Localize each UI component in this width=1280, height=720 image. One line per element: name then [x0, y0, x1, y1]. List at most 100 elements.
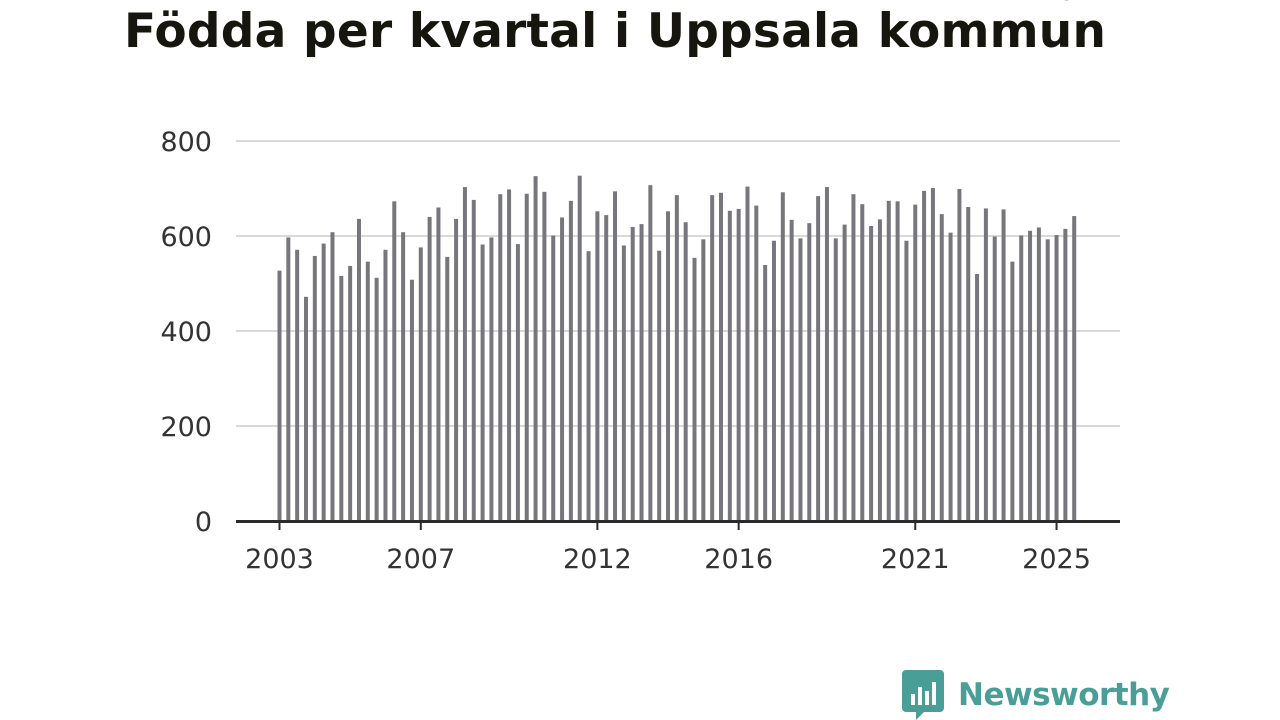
bar	[277, 270, 282, 521]
bar	[869, 226, 874, 521]
bar	[648, 185, 653, 522]
bar	[436, 207, 441, 521]
bar	[1001, 209, 1006, 521]
bar	[498, 194, 503, 521]
x-axis: 2003 2007 2012 2016 2021 2025	[236, 520, 1120, 575]
bar	[533, 176, 538, 521]
bar	[515, 244, 520, 521]
bar	[904, 240, 909, 521]
bar	[877, 219, 882, 521]
bar	[286, 237, 291, 522]
bar	[939, 214, 944, 521]
bar	[1063, 228, 1068, 521]
bar	[719, 192, 723, 521]
bar	[922, 190, 927, 521]
bar	[975, 274, 980, 521]
bar	[392, 201, 397, 521]
x-tick-label: 2007	[386, 544, 455, 575]
bar	[666, 211, 671, 522]
bar	[445, 256, 450, 521]
x-tick-label: 2003	[245, 544, 314, 575]
bar	[992, 236, 997, 521]
bar	[1036, 227, 1041, 521]
bar	[727, 210, 732, 521]
bar	[462, 187, 467, 521]
bar	[330, 232, 335, 521]
bar	[860, 204, 865, 522]
annotations: 642	[1058, 0, 1106, 6]
brand-name: Newsworthy	[958, 677, 1170, 713]
bar	[339, 275, 344, 521]
bar	[524, 193, 529, 521]
bar	[454, 218, 459, 521]
bar	[401, 232, 406, 521]
bar	[418, 247, 423, 521]
bar	[409, 279, 414, 521]
bar	[374, 277, 379, 521]
bar	[771, 240, 776, 521]
y-tick-label: 800	[160, 127, 212, 158]
bar	[1054, 235, 1059, 522]
chart-title: Födda per kvartal i Uppsala kommun	[124, 4, 1107, 59]
bar	[507, 189, 512, 521]
bar	[692, 257, 697, 521]
bar	[966, 207, 971, 521]
bar-series	[277, 175, 1077, 522]
y-axis: 0 200 400 600 800	[160, 127, 212, 538]
bar	[983, 208, 988, 521]
bar	[630, 226, 635, 521]
x-tick-label: 2012	[563, 544, 632, 575]
bar	[595, 211, 600, 522]
bar	[674, 195, 679, 521]
bar	[833, 238, 838, 521]
newsworthy-logo[interactable]: Newsworthy	[902, 670, 1170, 720]
bar	[560, 217, 565, 521]
bar	[551, 235, 556, 521]
bar	[604, 215, 609, 521]
bar	[763, 264, 768, 521]
bar	[807, 223, 812, 522]
bar	[824, 187, 829, 521]
bar	[957, 188, 962, 521]
bar	[1019, 235, 1024, 521]
data-label: 642	[1058, 0, 1106, 6]
bar	[621, 245, 626, 521]
y-tick-label: 400	[160, 317, 212, 348]
bar	[683, 222, 688, 521]
bar	[489, 237, 494, 522]
bar	[851, 194, 856, 521]
bar	[798, 238, 803, 521]
bar	[1072, 216, 1077, 522]
bar	[542, 191, 547, 521]
bar	[383, 249, 388, 521]
bar	[303, 296, 308, 521]
bar	[348, 265, 353, 521]
bar	[480, 244, 485, 522]
bar	[639, 224, 644, 521]
bar	[295, 249, 300, 521]
bar	[577, 175, 582, 522]
bar	[930, 188, 935, 521]
bar	[710, 195, 715, 521]
bar	[701, 239, 706, 521]
bar	[1045, 239, 1050, 521]
bar	[842, 224, 847, 521]
bar	[568, 200, 573, 521]
bar	[356, 218, 361, 521]
bar-chart-speech-bubble-icon	[902, 670, 944, 720]
bar	[1028, 230, 1033, 521]
bar	[312, 255, 317, 521]
x-tick-label: 2021	[881, 544, 950, 575]
bar	[321, 243, 326, 521]
y-tick-label: 600	[160, 222, 212, 253]
bar	[471, 199, 476, 521]
bar	[365, 261, 370, 521]
x-tick-label: 2016	[704, 544, 773, 575]
bar	[586, 251, 591, 521]
x-tick-label: 2025	[1022, 544, 1091, 575]
bar	[657, 250, 662, 521]
bar	[948, 232, 953, 522]
bar	[913, 204, 918, 521]
bar	[1010, 261, 1015, 521]
